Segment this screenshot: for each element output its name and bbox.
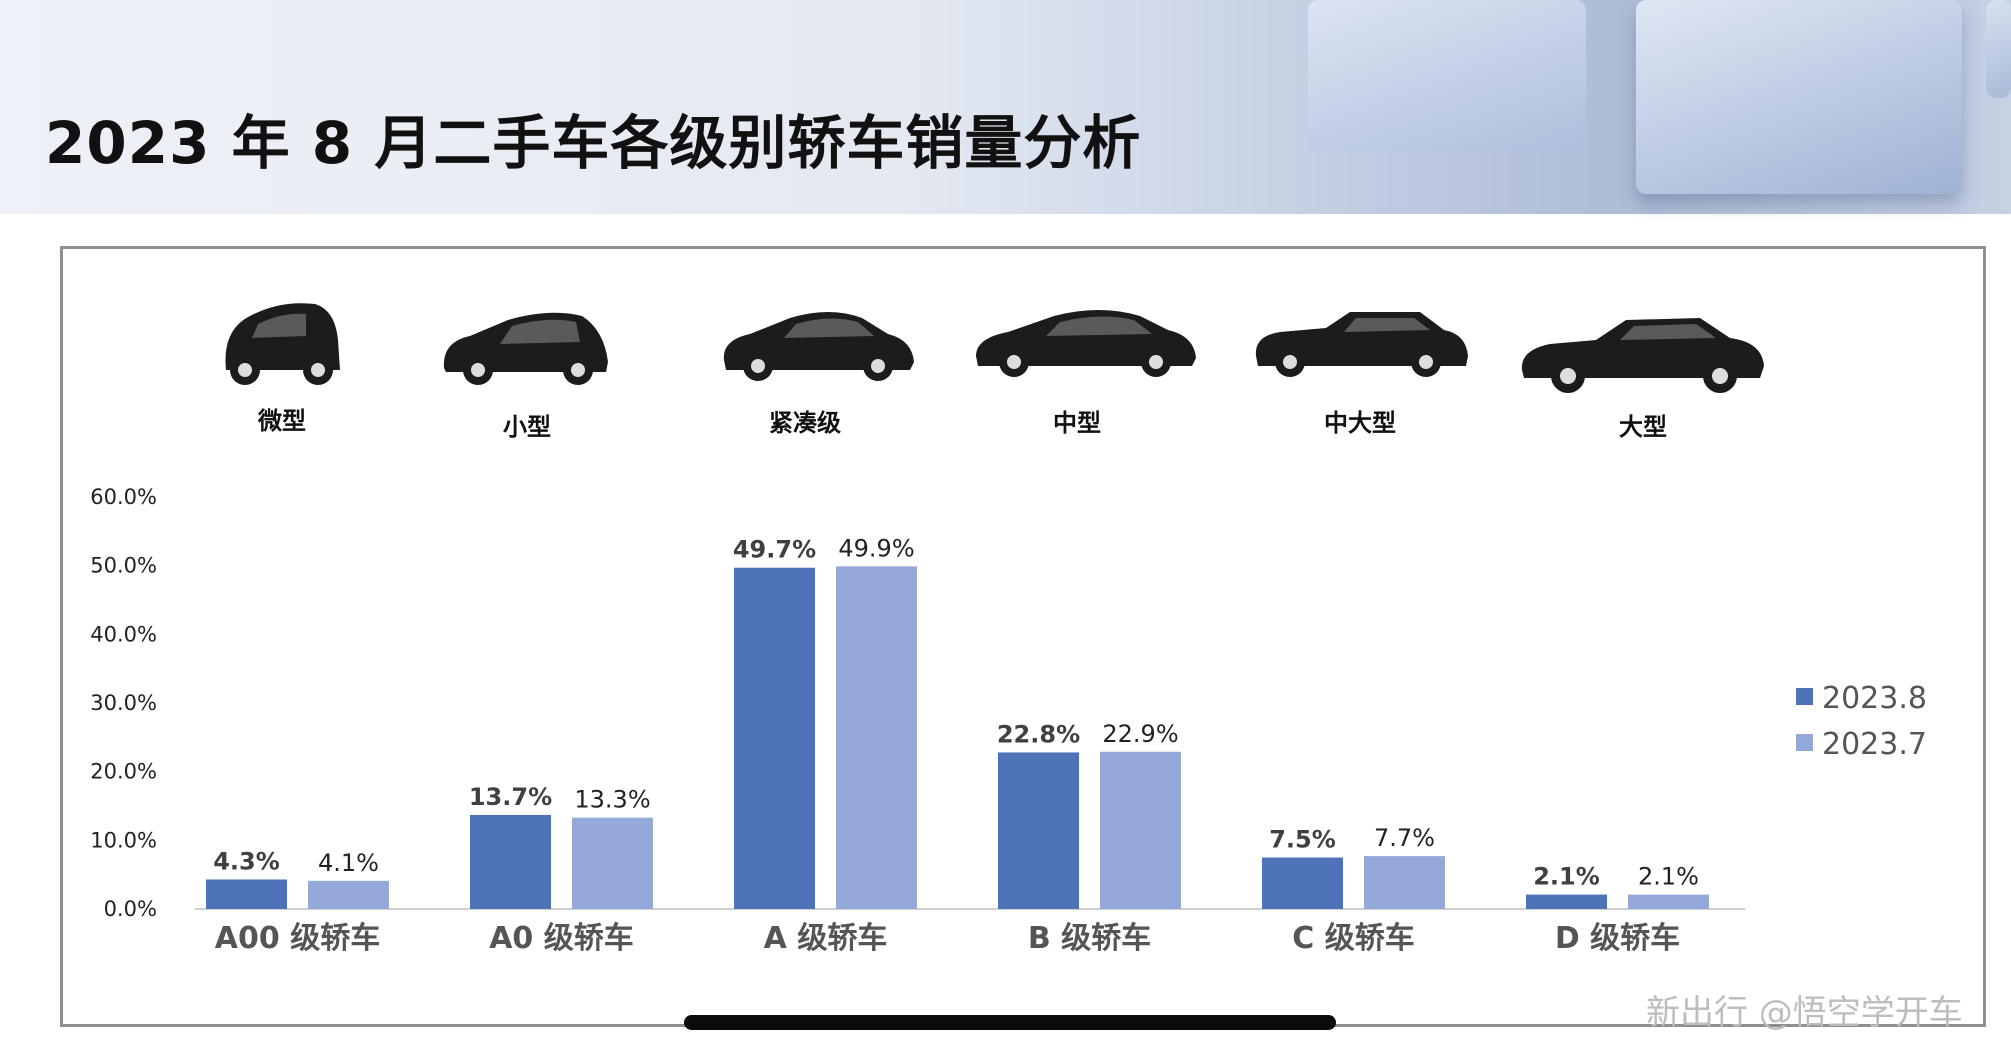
category-label: A00 级轿车	[215, 921, 380, 956]
legend: 2023.8 2023.7	[1796, 681, 1927, 762]
y-tick-label: 60.0%	[90, 485, 157, 509]
car-images	[206, 272, 1802, 406]
bar-2023-7	[308, 880, 389, 909]
bar-2023-7	[1100, 751, 1181, 909]
large-sedan-icon	[1244, 272, 1476, 390]
decorative-cube	[1636, 0, 1962, 194]
car-type-label: 小型	[503, 413, 551, 441]
page-title: 2023 年 8 月二手车各级别轿车销量分析	[45, 109, 1142, 177]
data-label: 13.3%	[574, 786, 650, 814]
midsize-sedan-icon	[958, 296, 1212, 388]
data-label: 4.3%	[213, 847, 280, 875]
category-label: B 级轿车	[1028, 921, 1151, 956]
car-type-label: 中型	[1053, 409, 1101, 437]
data-label: 2.1%	[1638, 863, 1699, 891]
bar-2023-7	[1364, 856, 1445, 909]
decorative-cube	[1308, 0, 1586, 152]
data-label: 13.7%	[469, 783, 552, 811]
watermark: 新出行 @悟空学开车	[1646, 993, 1963, 1033]
legend-swatch-2023-7	[1796, 734, 1813, 751]
y-tick-label: 20.0%	[90, 760, 157, 784]
decorative-cube	[1986, 0, 2011, 98]
compact-sedan-icon	[706, 296, 924, 388]
data-label: 22.8%	[997, 720, 1080, 748]
car-type-label: 紧凑级	[769, 409, 841, 437]
category-label: D 级轿车	[1555, 921, 1680, 956]
car-type-label: 大型	[1619, 413, 1667, 441]
car-type-label: 微型	[257, 407, 306, 435]
bar-2023-8	[1526, 894, 1607, 909]
data-label: 7.7%	[1374, 824, 1435, 852]
header-banner	[0, 0, 2011, 214]
bar-2023-7	[836, 566, 917, 909]
car-type-label: 中大型	[1324, 409, 1396, 437]
bar-2023-8	[206, 879, 287, 909]
bar-2023-8	[470, 814, 551, 909]
data-label: 49.9%	[838, 534, 914, 562]
category-label: A0 级轿车	[489, 921, 634, 956]
y-tick-label: 50.0%	[90, 554, 157, 578]
y-tick-label: 0.0%	[104, 897, 157, 921]
legend-label: 2023.8	[1822, 681, 1927, 716]
bar-2023-7	[1628, 894, 1709, 909]
category-label: C 级轿车	[1292, 921, 1414, 956]
bar-2023-8	[734, 567, 815, 909]
bar-2023-7	[572, 817, 653, 909]
data-label: 4.1%	[318, 849, 379, 877]
data-label: 22.9%	[1102, 720, 1178, 748]
full-size-sedan-icon	[1510, 274, 1802, 406]
y-tick-label: 10.0%	[90, 828, 157, 852]
data-label: 49.7%	[733, 536, 816, 564]
bar-2023-8	[998, 752, 1079, 909]
hatchback-car-icon	[432, 296, 630, 400]
y-tick-label: 40.0%	[90, 622, 157, 646]
data-label: 7.5%	[1269, 826, 1336, 854]
y-tick-label: 30.0%	[90, 691, 157, 715]
category-label: A 级轿车	[764, 921, 888, 956]
data-label: 2.1%	[1533, 863, 1600, 891]
legend-label: 2023.7	[1822, 727, 1927, 762]
home-indicator[interactable]	[684, 1015, 1336, 1030]
legend-swatch-2023-8	[1796, 688, 1813, 705]
micro-car-icon	[206, 278, 372, 396]
bar-2023-8	[1262, 857, 1343, 909]
